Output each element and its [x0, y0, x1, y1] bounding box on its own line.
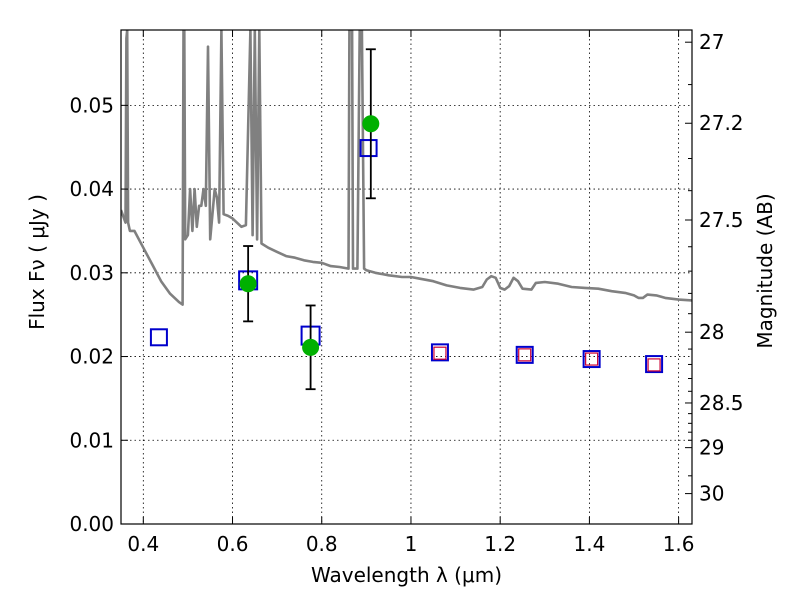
- x-tick-label: 1: [405, 532, 418, 556]
- y-tick-label: 0.00: [69, 512, 114, 536]
- plot-series: [121, 30, 692, 391]
- observed-flux-point: [239, 275, 257, 293]
- model-flux-box: [582, 350, 601, 369]
- x-tick-label: 0.8: [306, 532, 338, 556]
- model-flux-box: [430, 343, 449, 362]
- y-tick-label: 0.04: [69, 177, 114, 201]
- x-tick-label: 1.4: [573, 532, 605, 556]
- y-tick-label: 0.01: [69, 428, 114, 452]
- model-flux-box: [149, 328, 168, 347]
- model-flux-box: [515, 345, 534, 364]
- x-tick-label: 0.6: [217, 532, 249, 556]
- y-tick-label: 0.02: [69, 345, 114, 369]
- right-tick-label: 27.5: [699, 208, 744, 232]
- predicted-flux-box: [585, 352, 599, 366]
- predicted-flux-box: [518, 348, 532, 362]
- observed-flux-point: [362, 115, 380, 133]
- plot-frame: [120, 29, 693, 525]
- y-tick-label: 0.05: [69, 93, 114, 117]
- model-flux-box: [645, 355, 664, 374]
- predicted-flux-box: [433, 346, 447, 360]
- model-flux-box: [359, 139, 378, 158]
- right-tick-label: 28: [699, 320, 724, 344]
- right-tick-label: 27.2: [699, 111, 744, 135]
- y-tick-label: 0.03: [69, 261, 114, 285]
- axis-ticks: 0.4 0.6 0.8 1 1.2 1.4 1.6 0.00 0.01 0.02 0.03 0.04 0…: [69, 30, 744, 556]
- x-tick-label: 0.4: [127, 532, 159, 556]
- right-tick-label: 29: [699, 436, 724, 460]
- right-tick-label: 30: [699, 482, 724, 506]
- observed-flux-point: [302, 338, 320, 356]
- spectrum-line: [121, 30, 692, 306]
- right-tick-label: 28.5: [699, 391, 744, 415]
- predicted-flux-box: [647, 358, 661, 372]
- x-tick-label: 1.6: [663, 532, 695, 556]
- right-axis-label: Magnitude (AB): [753, 193, 777, 348]
- right-tick-label: 27: [699, 30, 724, 54]
- x-tick-label: 1.2: [484, 532, 516, 556]
- y-axis-label: Flux Fν ( μJy ): [25, 194, 49, 330]
- x-axis-label: Wavelength λ (μm): [311, 563, 502, 587]
